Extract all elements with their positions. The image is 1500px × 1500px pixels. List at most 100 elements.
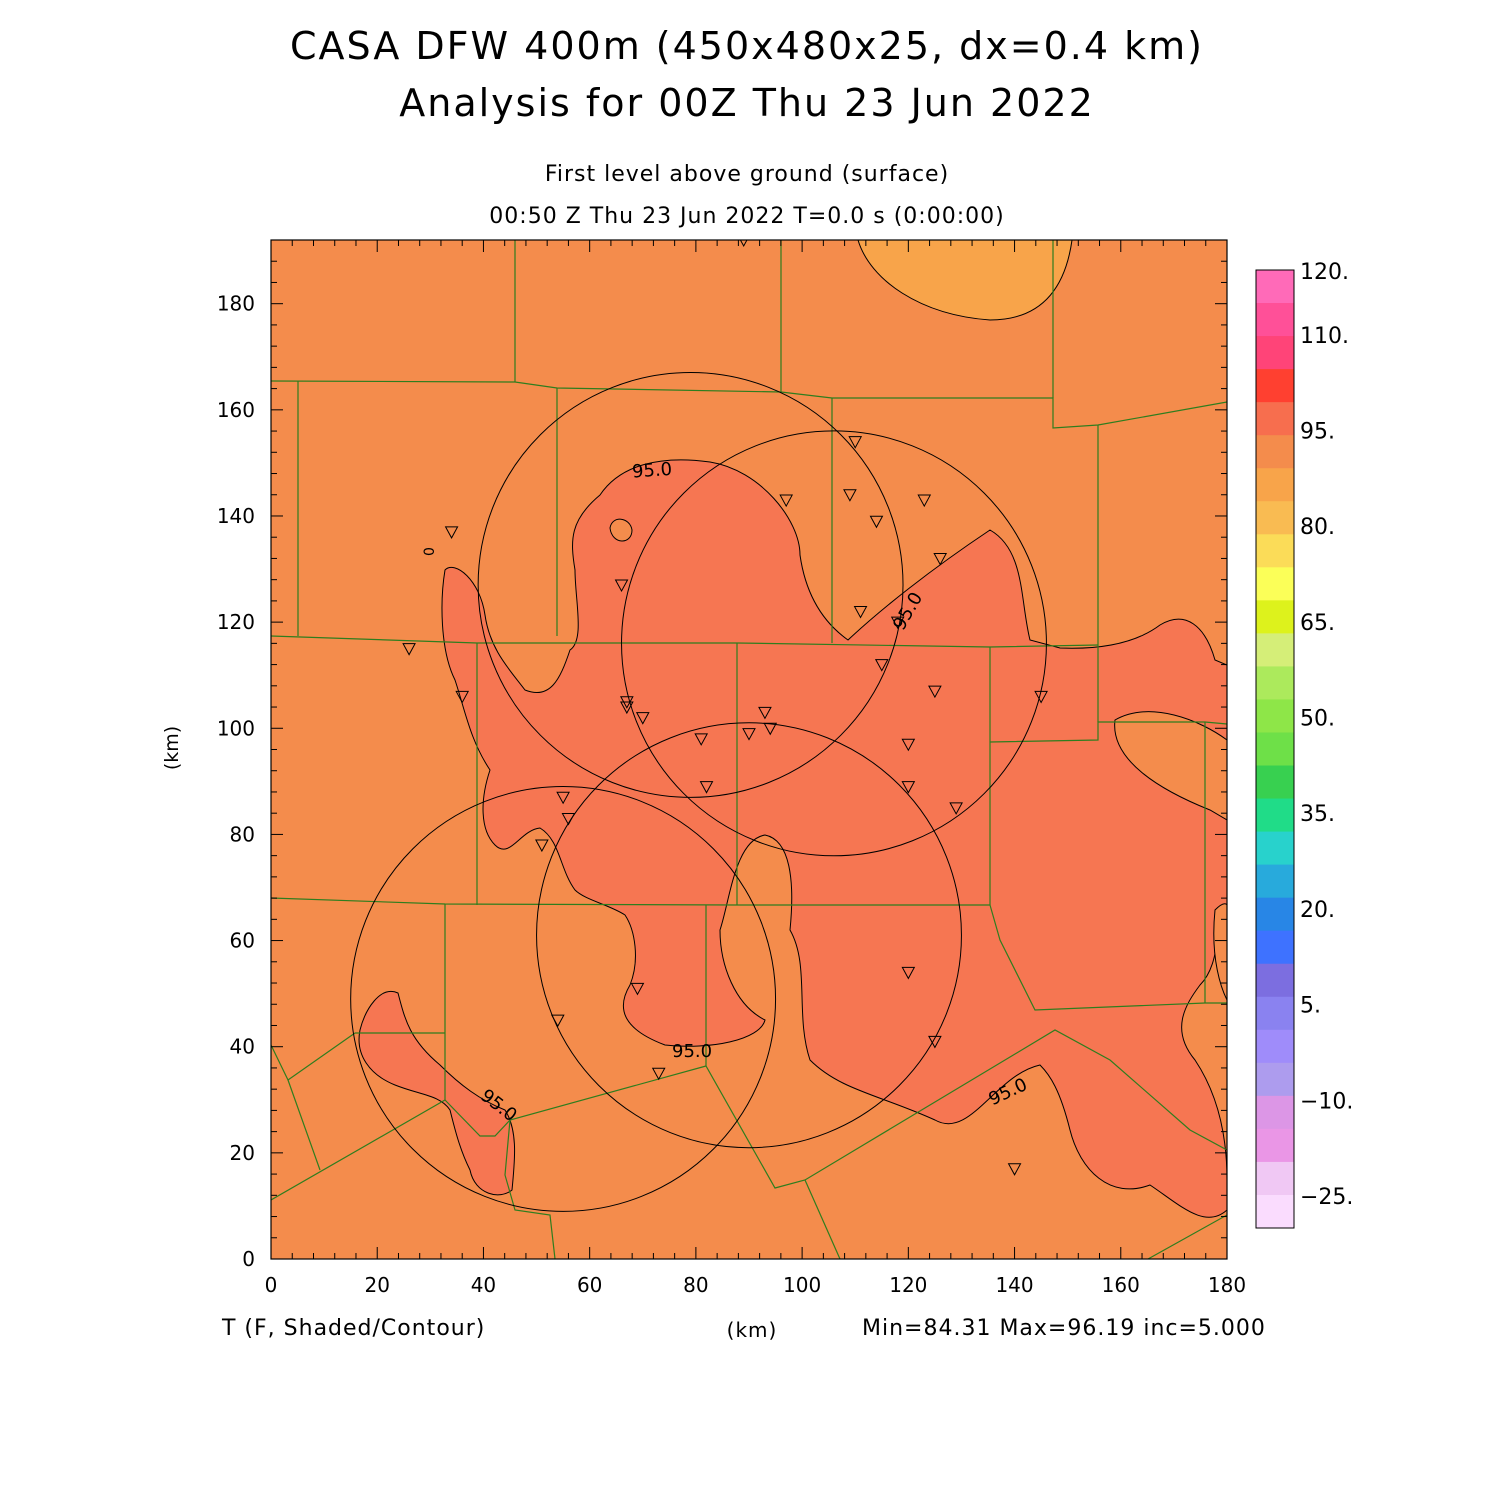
station-marker — [928, 1035, 942, 1049]
station-marker — [1034, 690, 1048, 704]
colorbar-swatch — [1256, 534, 1294, 568]
x-tick-label: 160 — [1102, 1273, 1140, 1297]
station-marker — [550, 1014, 565, 1028]
colorbar-label: 80. — [1300, 515, 1335, 540]
colorbar-swatch — [1256, 303, 1294, 337]
colorbar-swatch — [1256, 1095, 1294, 1130]
station-marker — [651, 1067, 666, 1081]
colorbar-swatch — [1256, 1062, 1294, 1097]
colorbar-swatch — [1256, 567, 1294, 601]
station-marker — [742, 728, 756, 741]
station-marker — [928, 685, 942, 699]
warm-region-southwest — [358, 991, 516, 1196]
colorbar-swatch — [1256, 765, 1294, 800]
station-marker — [874, 659, 889, 672]
colorbar-label: 20. — [1300, 898, 1335, 923]
radar-range-ring — [350, 785, 777, 1212]
colorbar-label: 65. — [1300, 611, 1335, 636]
station-marker — [869, 515, 884, 529]
x-tick-label: 20 — [364, 1273, 389, 1297]
station-marker — [694, 733, 709, 746]
station-marker — [779, 494, 794, 508]
x-tick-label: 80 — [683, 1273, 708, 1297]
y-tick-label: 140 — [217, 504, 255, 528]
x-tick-label: 60 — [577, 1273, 602, 1297]
colorbar-swatch — [1256, 336, 1294, 370]
y-tick-label: 120 — [217, 610, 255, 634]
colorbar-label: 50. — [1300, 707, 1335, 732]
station-marker — [1007, 1163, 1022, 1176]
station-marker — [890, 616, 905, 630]
station-marker — [402, 643, 416, 656]
colorbar-swatch — [1256, 864, 1294, 899]
station-marker — [556, 791, 570, 805]
colorbar-swatch — [1256, 1194, 1294, 1229]
y-tick-label: 100 — [217, 716, 255, 740]
station-marker — [848, 436, 863, 449]
colorbar-swatch — [1256, 1029, 1294, 1064]
field-stats: Min=84.31 Max=96.19 inc=5.000 — [862, 1316, 1266, 1341]
y-tick-label: 60 — [230, 929, 255, 953]
colorbar-labels: 120. 110. 95. 80. 65. 50. 35. 20. 5. −10. −25. — [1300, 260, 1353, 1210]
colorbar-frame — [1255, 269, 1295, 1229]
colorbar-label: 35. — [1300, 802, 1335, 827]
y-tick-label: 40 — [230, 1035, 255, 1059]
colorbar-label: 110. — [1300, 324, 1349, 349]
station-marker — [763, 722, 778, 736]
x-tick-label: 40 — [471, 1273, 496, 1297]
colorbar-label: 5. — [1300, 994, 1321, 1019]
station-marker — [933, 552, 948, 566]
colorbar-label: 95. — [1300, 419, 1335, 444]
contour-label: 95.0 — [631, 459, 672, 483]
y-tick-label: 80 — [230, 822, 255, 846]
station-marker — [853, 606, 868, 619]
colorbar-swatch — [1256, 897, 1294, 932]
y-axis-labels: 0 20 40 60 80 100 120 140 160 180 — [217, 292, 255, 1271]
colorbar-swatch — [1256, 798, 1294, 833]
chart-title: CASA DFW 400m (450x480x25, dx=0.4 km) — [289, 24, 1204, 68]
colorbar-swatch — [1256, 996, 1294, 1031]
x-axis-title: (km) — [726, 1318, 778, 1342]
station-marker — [901, 966, 916, 980]
station-marker — [901, 738, 916, 752]
county-boundaries — [271, 240, 1227, 1259]
colorbar-swatch — [1256, 600, 1294, 634]
x-tick-label: 0 — [265, 1273, 278, 1297]
colorbar-swatch — [1256, 501, 1294, 535]
cool-region — [857, 240, 1073, 321]
colorbar-swatch — [1256, 1161, 1294, 1196]
station-marker — [758, 706, 772, 720]
radar-rings — [350, 372, 1047, 1212]
variable-label: T (F, Shaded/Contour) — [222, 1316, 486, 1341]
colorbar-swatch — [1256, 1128, 1294, 1163]
station-marker — [901, 781, 916, 794]
station-marker — [630, 982, 645, 996]
y-tick-label: 160 — [217, 398, 255, 422]
colorbar-swatch — [1256, 699, 1294, 733]
colorbar-swatch — [1256, 468, 1294, 502]
x-tick-label: 140 — [995, 1273, 1033, 1297]
station-marker — [561, 812, 576, 826]
radar-range-ring — [477, 372, 904, 798]
x-tick-label: 100 — [783, 1273, 821, 1297]
station-marker — [699, 781, 714, 794]
colorbar — [1255, 269, 1295, 1229]
colorbar-swatch — [1256, 435, 1294, 469]
level-label: First level above ground (surface) — [544, 162, 950, 187]
x-tick-label: 180 — [1208, 1273, 1246, 1297]
station-marker — [635, 712, 650, 725]
shaded-field: 95.0 95.0 95.0 95.0 95.0 0 — [271, 240, 1227, 1259]
colorbar-label: 120. — [1300, 260, 1349, 285]
colorbar-swatch — [1256, 930, 1294, 965]
contour-label: 0 — [422, 547, 438, 556]
y-tick-label: 180 — [217, 292, 255, 316]
contour-label: 95.0 — [672, 1041, 712, 1062]
radar-range-ring — [621, 430, 1047, 857]
station-marker — [843, 489, 857, 502]
colorbar-swatch — [1256, 369, 1294, 403]
warm-hole — [609, 518, 633, 542]
station-marker — [535, 839, 549, 853]
station-marker — [444, 526, 459, 539]
colorbar-swatch — [1256, 963, 1294, 998]
